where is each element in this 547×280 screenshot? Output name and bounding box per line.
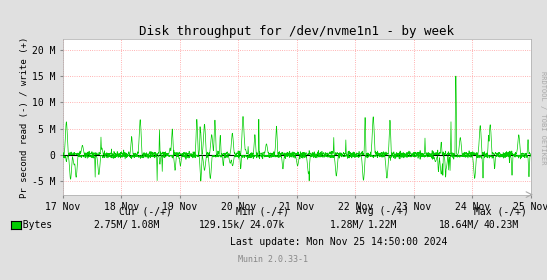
Text: Last update: Mon Nov 25 14:50:00 2024: Last update: Mon Nov 25 14:50:00 2024 xyxy=(230,237,448,247)
Text: Max (-/+): Max (-/+) xyxy=(474,206,527,216)
Text: Min (-/+): Min (-/+) xyxy=(236,206,289,216)
Text: 1.08M: 1.08M xyxy=(131,220,161,230)
Text: Avg (-/+): Avg (-/+) xyxy=(357,206,409,216)
Text: 1.28M/: 1.28M/ xyxy=(330,220,365,230)
Text: 2.75M/: 2.75M/ xyxy=(94,220,129,230)
Title: Disk throughput for /dev/nvme1n1 - by week: Disk throughput for /dev/nvme1n1 - by we… xyxy=(139,25,454,38)
Text: Munin 2.0.33-1: Munin 2.0.33-1 xyxy=(238,255,309,264)
Text: RRDTOOL / TOBI OETIKER: RRDTOOL / TOBI OETIKER xyxy=(540,71,546,164)
Y-axis label: Pr second read (-) / write (+): Pr second read (-) / write (+) xyxy=(20,36,29,197)
Text: 18.64M/: 18.64M/ xyxy=(439,220,480,230)
Text: Bytes: Bytes xyxy=(11,220,52,230)
Text: 129.15k/: 129.15k/ xyxy=(199,220,246,230)
Text: 24.07k: 24.07k xyxy=(249,220,284,230)
Text: 1.22M: 1.22M xyxy=(368,220,398,230)
Text: Cur (-/+): Cur (-/+) xyxy=(119,206,171,216)
Text: 40.23M: 40.23M xyxy=(483,220,518,230)
